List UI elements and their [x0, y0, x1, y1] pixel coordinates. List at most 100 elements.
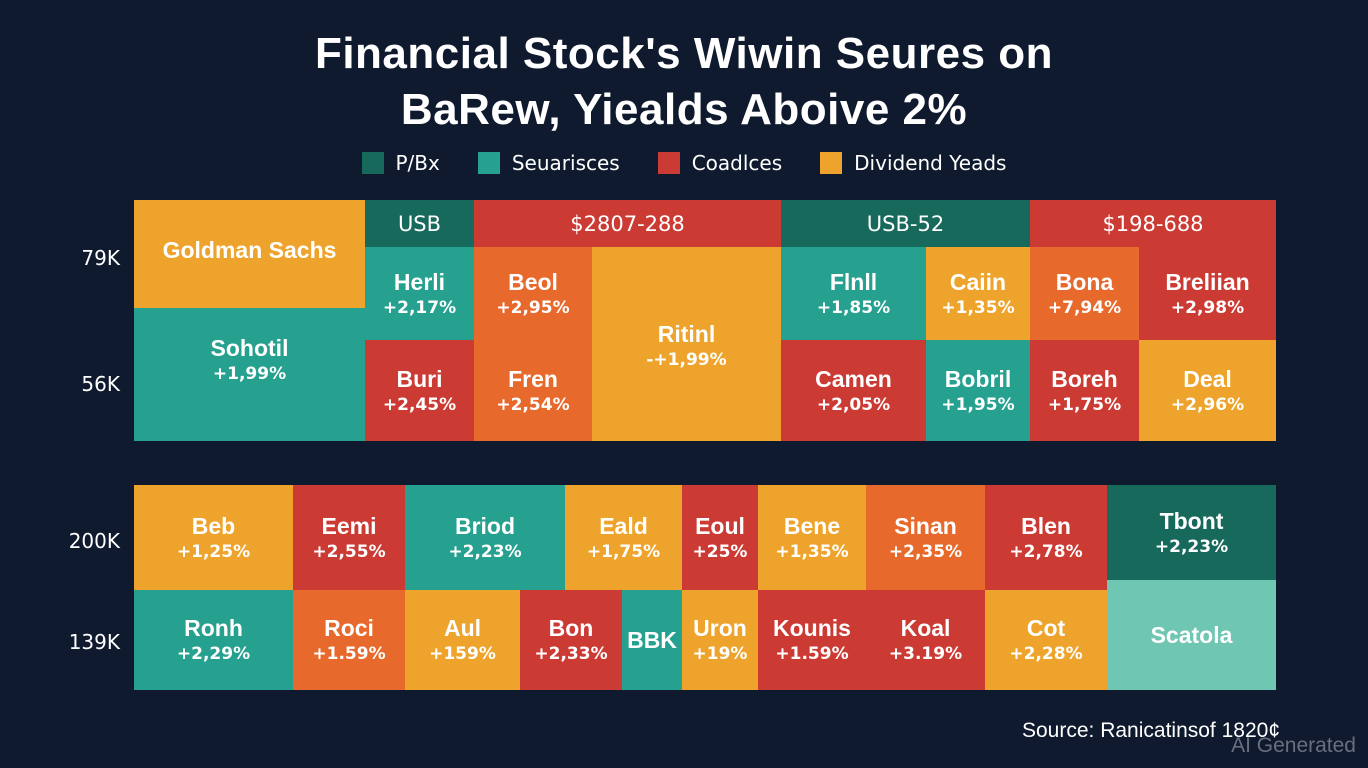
cell-value: +2,28%	[1009, 644, 1083, 664]
cell-value: +2,54%	[496, 394, 570, 415]
cell-value: +1,85%	[816, 297, 891, 318]
cell-value: +2,05%	[816, 394, 891, 415]
heatmap-cell-flnll: Flnll +1,85%	[781, 247, 926, 340]
heatmap-cell-kounis: Kounis +1.59%	[758, 590, 866, 690]
cell-name: USB	[397, 211, 442, 236]
cell-value: +1,75%	[1047, 394, 1122, 415]
legend-label: Coadlces	[691, 151, 783, 175]
heatmap-cell-ritinl: Ritinl -+1,99%	[592, 247, 781, 441]
heatmap-cell-198-688: $198-688	[1030, 200, 1276, 247]
cell-name: Flnll	[829, 268, 878, 295]
cell-name: Fren	[508, 365, 558, 392]
cell-name: Briod	[454, 512, 516, 539]
heatmap-cell-beb: Beb +1,25%	[134, 485, 293, 590]
cell-name: Uron	[693, 615, 747, 641]
heatmap-cell-koal: Koal +3.19%	[866, 590, 985, 690]
heatmap-cell-bbk: BBK	[622, 590, 682, 690]
cell-value: +2,23%	[1154, 536, 1229, 557]
cell-value: +1,75%	[586, 541, 661, 562]
cell-name: Boreh	[1051, 365, 1118, 392]
cell-value: +1,99%	[212, 363, 287, 384]
cell-name: USB-52	[866, 211, 945, 236]
cell-value: +1,35%	[941, 297, 1015, 318]
legend-item-coadlces: Coadlces	[657, 151, 783, 175]
cell-value: +7,94%	[1047, 297, 1122, 318]
cell-value: +2,96%	[1170, 394, 1245, 415]
heatmap-cell-usb-52: USB-52	[781, 200, 1030, 247]
heatmap-cell-roci: Roci +1.59%	[293, 590, 405, 690]
cell-name: Cot	[1026, 615, 1066, 641]
legend-item-seuarisces: Seuarisces	[477, 151, 620, 175]
cell-value: +2,23%	[448, 541, 522, 562]
chart-title-line-1: Financial Stock's Wiwin Seures on	[314, 29, 1054, 78]
heatmap-cell-herli: Herli +2,17%	[365, 247, 474, 340]
legend-label: Dividend Yeads	[854, 151, 1007, 175]
heatmap-cell-2807-288: $2807-288	[474, 200, 781, 247]
cell-value: -+1,99%	[646, 350, 727, 370]
heatmap-cell-fren: Fren +2,54%	[474, 340, 592, 441]
heatmap-cell-goldman-sachs: Goldman Sachs	[134, 200, 365, 308]
heatmap-cell-breliian: Breliian +2,98%	[1139, 247, 1276, 340]
heatmap-cell-beol: Beol +2,95%	[474, 247, 592, 340]
chart-title-line-2: BaRew, Yiealds Aboive 2%	[400, 85, 968, 134]
heatmap-cell-bobril: Bobril +1,95%	[926, 340, 1030, 441]
legend-swatch	[657, 152, 680, 174]
cell-value: +2,33%	[534, 644, 608, 664]
legend-label: Seuarisces	[511, 151, 620, 175]
cell-name: Goldman Sachs	[162, 237, 337, 263]
cell-name: $198-688	[1102, 211, 1204, 236]
heatmap-cell-scatola: Scatola	[1107, 580, 1276, 690]
cell-name: Eemi	[321, 512, 377, 539]
legend-swatch	[820, 152, 843, 174]
cell-value: +1.59%	[312, 644, 386, 664]
legend-item-dividend-yeads: Dividend Yeads	[820, 151, 1006, 175]
cell-name: Beb	[191, 512, 236, 539]
heatmap-cell-boreh: Boreh +1,75%	[1030, 340, 1139, 441]
cell-value: +1,35%	[775, 541, 849, 562]
legend-item-pbx: P/Bx	[361, 151, 440, 175]
legend-label: P/Bx	[395, 151, 440, 175]
heatmap-cell-cot: Cot +2,28%	[985, 590, 1107, 690]
row-label: 139K	[68, 630, 120, 654]
heatmap-cell-camen: Camen +2,05%	[781, 340, 926, 441]
row-label: 200K	[68, 529, 120, 553]
cell-name: Scatola	[1150, 622, 1233, 648]
heatmap-cell-buri: Buri +2,45%	[365, 340, 474, 441]
cell-value: +2,17%	[382, 297, 457, 318]
cell-name: Bon	[548, 615, 594, 641]
cell-value: +1.59%	[775, 644, 849, 664]
source-note: Source: Ranicatinsof 1820¢	[1022, 719, 1280, 742]
cell-value: +2,98%	[1170, 297, 1245, 318]
heatmap-cell-uron: Uron +19%	[682, 590, 758, 690]
cell-name: Sohotil	[210, 334, 289, 361]
cell-name: Ritinl	[657, 321, 716, 347]
row-label: 79K	[81, 246, 120, 270]
heatmap-cell-sohotil: Sohotil +1,99%	[134, 308, 365, 441]
cell-name: Sinan	[894, 512, 957, 539]
legend-swatch	[477, 152, 500, 174]
heatmap-cell-tbont: Tbont +2,23%	[1107, 485, 1276, 580]
cell-name: Herli	[393, 268, 446, 295]
heatmap-cell-caiin: Caiin +1,35%	[926, 247, 1030, 340]
cell-value: +159%	[429, 644, 496, 664]
cell-name: Breliian	[1165, 268, 1250, 295]
heatmap-cell-bona: Bona +7,94%	[1030, 247, 1139, 340]
legend-swatch	[361, 152, 384, 174]
cell-name: Deal	[1183, 365, 1232, 392]
cell-value: +25%	[692, 541, 748, 562]
heatmap-cell-eald: Eald +1,75%	[565, 485, 682, 590]
cell-name: Bene	[783, 512, 841, 539]
cell-name: Roci	[324, 615, 374, 641]
heatmap-cell-usb: USB	[365, 200, 474, 247]
heatmap-cell-sinan: Sinan +2,35%	[866, 485, 985, 590]
cell-name: Kounis	[773, 615, 851, 641]
cell-name: Camen	[815, 365, 892, 392]
heatmap-cell-bene: Bene +1,35%	[758, 485, 866, 590]
heatmap-cell-briod: Briod +2,23%	[405, 485, 565, 590]
heatmap-cell-bon: Bon +2,33%	[520, 590, 622, 690]
cell-name: $2807-288	[570, 211, 685, 236]
cell-name: Ronh	[184, 615, 243, 641]
cell-value: +3.19%	[888, 644, 963, 664]
cell-value: +19%	[692, 644, 748, 664]
cell-value: +1,25%	[176, 541, 251, 562]
